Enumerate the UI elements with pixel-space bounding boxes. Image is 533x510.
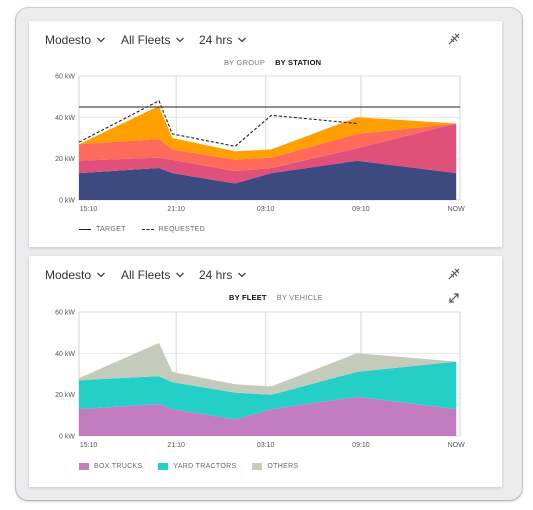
chart-legend: BOX TRUCKS YARD TRACTORS OTHERS: [79, 463, 298, 470]
fleet-power-chart: 0 kW 20 kW 40 kW 60 kW 15:10 21:10 03:10 09:10 N…: [55, 310, 466, 450]
chevron-down-icon: [237, 35, 247, 45]
x-tick-label: NOW: [448, 442, 466, 449]
series-4-area: [79, 106, 457, 160]
y-tick-label: 0 kW: [59, 198, 75, 205]
y-tick-label: 60 kW: [55, 74, 75, 81]
legend-others-label: OTHERS: [267, 463, 299, 470]
box-trucks-swatch: [79, 463, 89, 470]
tab-by-group[interactable]: BY GROUP: [224, 58, 266, 67]
chevron-down-icon: [175, 35, 185, 45]
x-tick-label: NOW: [448, 206, 466, 213]
x-tick-label: 21:10: [167, 442, 185, 449]
tab-by-fleet[interactable]: BY FLEET: [229, 293, 267, 302]
x-tick-label: 21:10: [167, 206, 185, 213]
legend-target-label: TARGET: [96, 226, 126, 233]
chevron-down-icon: [96, 270, 106, 280]
x-tick-label: 09:10: [352, 206, 370, 213]
yard-tractors-swatch: [158, 463, 169, 470]
legend-box-trucks-label: BOX TRUCKS: [94, 463, 143, 470]
y-tick-label: 20 kW: [55, 156, 75, 163]
y-tick-label: 40 kW: [55, 351, 75, 358]
unpin-icon[interactable]: [447, 32, 461, 46]
fleet-power-panel: Modesto All Fleets 24 hrs BY FLEET BY VE…: [29, 256, 502, 487]
legend-requested: REQUESTED: [141, 226, 205, 233]
chevron-down-icon: [96, 35, 106, 45]
y-tick-label: 20 kW: [55, 392, 75, 399]
y-tick-label: 60 kW: [55, 310, 75, 317]
legend-box-trucks: BOX TRUCKS: [79, 463, 142, 470]
legend-yard-tractors: YARD TRACTORS: [158, 463, 236, 470]
series-1-area: [79, 160, 457, 200]
series-3-area: [79, 123, 457, 172]
location-label: Modesto: [45, 33, 92, 47]
range-dropdown[interactable]: 24 hrs: [199, 268, 247, 282]
range-label: 24 hrs: [199, 33, 233, 47]
location-dropdown[interactable]: Modesto: [45, 33, 106, 47]
legend-requested-label: REQUESTED: [158, 226, 205, 233]
tab-by-station[interactable]: BY STATION: [275, 58, 322, 67]
location-label: Modesto: [45, 268, 92, 282]
others-swatch: [252, 463, 263, 470]
legend-others: OTHERS: [252, 463, 298, 470]
chevron-down-icon: [175, 270, 185, 280]
series-2-area: [79, 123, 457, 184]
expand-icon[interactable]: [447, 291, 461, 305]
y-tick-label: 0 kW: [59, 434, 75, 441]
y-tick-label: 40 kW: [55, 115, 75, 122]
fleet-dropdown[interactable]: All Fleets: [121, 33, 185, 47]
chevron-down-icon: [237, 270, 247, 280]
solid-line-key: [79, 229, 91, 230]
range-dropdown[interactable]: 24 hrs: [199, 33, 247, 47]
box-trucks-area: [79, 396, 457, 436]
legend-target: TARGET: [79, 226, 126, 233]
x-tick-label: 09:10: [352, 442, 370, 449]
x-tick-label: 03:10: [257, 442, 275, 449]
fleet-dropdown[interactable]: All Fleets: [121, 268, 185, 282]
range-label: 24 hrs: [199, 268, 233, 282]
x-tick-label: 03:10: [257, 206, 275, 213]
unpin-icon[interactable]: [447, 267, 461, 281]
station-power-chart: 0 kW 20 kW 40 kW 60 kW 15:10 21:10 03:10 09:10 N…: [55, 74, 466, 214]
station-power-panel: Modesto All Fleets 24 hrs BY GROUP BY ST…: [29, 21, 502, 247]
x-tick-label: 15:10: [80, 442, 98, 449]
chart-legend: TARGET REQUESTED: [79, 226, 205, 233]
tab-by-vehicle[interactable]: BY VEHICLE: [276, 293, 323, 302]
location-dropdown[interactable]: Modesto: [45, 268, 106, 282]
fleet-label: All Fleets: [121, 33, 171, 47]
grouping-tabs: BY GROUP BY STATION: [224, 58, 321, 67]
grouping-tabs: BY FLEET BY VEHICLE: [229, 293, 323, 302]
requested-line: [78, 100, 358, 147]
legend-yard-tractors-label: YARD TRACTORS: [173, 463, 237, 470]
dashed-line-key: [141, 229, 154, 230]
others-area: [79, 343, 457, 395]
fleet-label: All Fleets: [121, 268, 171, 282]
yard-tractors-area: [79, 361, 457, 420]
x-tick-label: 15:10: [80, 206, 98, 213]
